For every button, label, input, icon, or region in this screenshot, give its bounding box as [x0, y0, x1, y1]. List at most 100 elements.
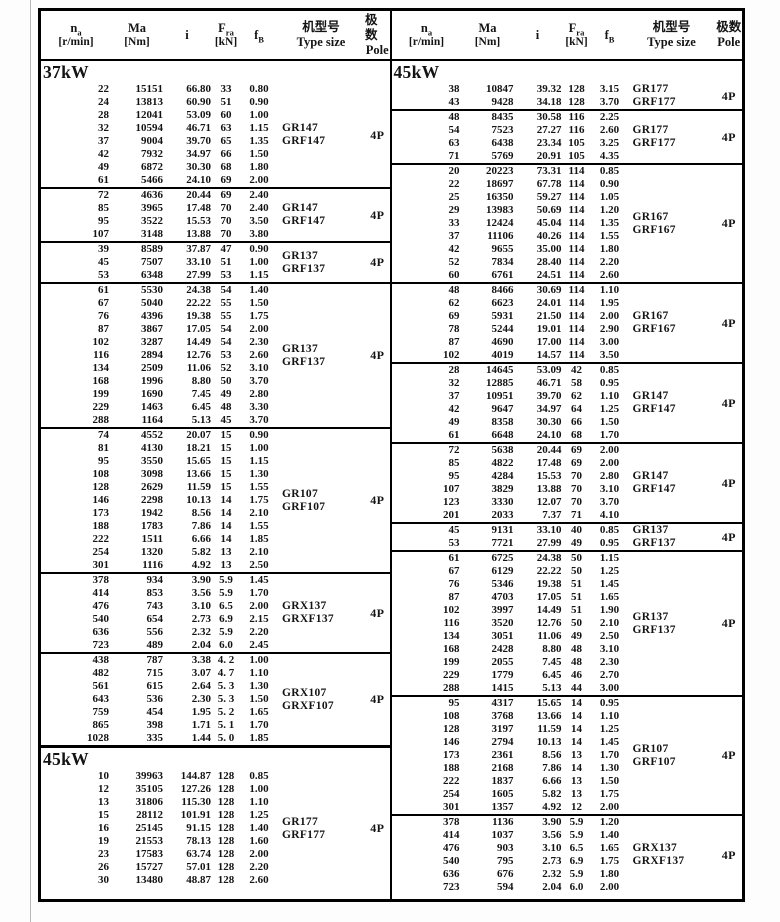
cell-i: 11.59	[537, 723, 562, 735]
cell-fra: 14	[220, 533, 232, 545]
cell-na: 108	[443, 710, 460, 722]
cell-i: 39.70	[186, 135, 211, 147]
cell-fb: 2.50	[249, 559, 269, 571]
cell-na: 62	[448, 297, 460, 309]
table-row: 108 3768 13.66 14 1.10	[392, 710, 628, 723]
cell-fb: 0.90	[599, 178, 620, 190]
table-row: 52 7834 28.40 114 2.20	[392, 256, 628, 269]
cell-na: 15	[98, 809, 109, 821]
cell-fra: 5.9	[219, 574, 233, 586]
header-na-symbol: na	[421, 21, 432, 37]
type-size-cell: GR107 GRF107	[628, 697, 716, 814]
cell-fra: 54	[220, 336, 232, 348]
type-size-label: GRF147	[282, 135, 326, 147]
cell-ma: 853	[146, 587, 164, 599]
block-rows: 61 5530 24.38 54 1.40 67 5040 22.22 55 1.50 76 4396…	[41, 284, 277, 427]
table-row: 116 3520 12.76 50 2.10	[392, 617, 628, 630]
cell-ma: 16350	[486, 191, 514, 203]
header-pole-zh: 极数	[365, 12, 378, 42]
header-fra-base: F	[218, 20, 226, 35]
cell-na: 173	[92, 507, 110, 519]
cell-na: 378	[443, 816, 460, 828]
cell-fb: 1.00	[249, 109, 269, 121]
cell-ma: 13983	[486, 204, 514, 216]
type-size-label: GR137	[282, 249, 318, 262]
pole-label: 4P	[370, 692, 385, 706]
pole-label: 4P	[721, 395, 736, 410]
cell-na: 288	[443, 682, 460, 694]
cell-fb: 3.70	[599, 96, 620, 108]
cell-na: 561	[92, 680, 110, 692]
cell-fra: 69	[220, 174, 232, 186]
cell-fb: 1.30	[249, 680, 269, 692]
table-row: 23 17583 63.74 128 2.00	[41, 848, 277, 861]
cell-fb: 2.00	[599, 801, 620, 813]
cell-ma: 15151	[135, 83, 164, 95]
cell-fra: 13	[571, 749, 582, 761]
column-header-left: na [r/min] Ma [Nm] i Fra [kN] fB	[41, 11, 390, 61]
cell-ma: 2629	[141, 481, 163, 493]
cell-i: 21.50	[536, 310, 562, 322]
cell-fra: 6.5	[569, 842, 584, 854]
block-rows: 61 6725 24.38 50 1.15 67 6129 22.22 50 1.25 76 5346…	[392, 552, 628, 695]
cell-fb: 1.20	[599, 204, 620, 216]
cell-fb: 2.00	[599, 881, 620, 893]
cell-fra: 5.9	[569, 816, 584, 828]
cell-i: 12.76	[536, 617, 562, 629]
cell-fb: 2.30	[599, 656, 620, 668]
cell-na: 116	[443, 617, 460, 629]
type-size-cell: GRX137 GRXF137	[628, 816, 716, 894]
cell-fb: 2.10	[599, 617, 620, 629]
cell-ma: 2894	[141, 349, 163, 361]
cell-ma: 4130	[141, 442, 163, 454]
cell-fra: 60	[220, 109, 232, 121]
cell-na: 222	[92, 533, 110, 545]
table-row: 123 3330 12.07 70 3.70	[392, 496, 628, 509]
cell-ma: 5530	[141, 284, 163, 296]
table-row: 45 7507 33.10 51 1.00	[41, 256, 277, 269]
table-row: 72 4636 20.44 69 2.40	[41, 189, 277, 202]
type-size-label: GRF107	[632, 755, 676, 768]
table-row: 540 654 2.73 6.9 2.15	[41, 613, 277, 626]
spec-block: 45 9131 33.10 40 0.85 53 7721 27.99 49 0.95 GR137 G…	[391, 522, 742, 550]
cell-ma: 13813	[135, 96, 164, 108]
cell-fb: 1.05	[599, 191, 620, 203]
cell-na: 67	[98, 297, 109, 309]
cell-na: 76	[98, 310, 109, 322]
cell-i: 2.73	[542, 855, 562, 867]
cell-fra: 114	[568, 191, 585, 203]
cell-i: 11.06	[186, 362, 211, 374]
cell-i: 34.97	[186, 148, 211, 160]
cell-fra: 13	[220, 559, 232, 571]
cell-na: 188	[92, 520, 110, 532]
cell-fra: 128	[217, 809, 235, 821]
type-size-cell: GR167 GRF167	[628, 165, 716, 282]
cell-ma: 5931	[491, 310, 514, 322]
cell-fra: 6.0	[219, 639, 233, 651]
type-size-cell: GRX137 GRXF137	[277, 574, 365, 652]
cell-i: 3.10	[191, 600, 211, 612]
cell-na: 85	[98, 202, 109, 214]
type-size-label: GRF147	[632, 483, 676, 495]
cell-fb: 1.90	[599, 604, 620, 616]
cell-na: 28	[448, 364, 460, 376]
cell-na: 12	[98, 783, 109, 795]
type-size-cell: GR147 GRF147	[277, 189, 365, 241]
cell-fra: 5.9	[569, 868, 584, 880]
table-row: 67 6129 22.22 50 1.25	[392, 565, 628, 578]
table-row: 45 9131 33.10 40 0.85	[392, 524, 628, 537]
cell-i: 40.26	[536, 230, 562, 242]
cell-i: 13.88	[186, 228, 211, 240]
spec-block: 22 15151 66.80 33 0.80 24 13813 60.90 51 0.90 28 12…	[41, 83, 390, 187]
cell-fra: 15	[220, 481, 232, 493]
cell-na: 146	[443, 736, 460, 748]
cell-i: 39.32	[536, 83, 562, 95]
cell-fb: 0.80	[249, 83, 269, 95]
header-pole-zh: 极数	[716, 20, 742, 34]
cell-ma: 20223	[486, 165, 514, 177]
cell-fra: 128	[568, 96, 585, 108]
cell-i: 12.07	[536, 496, 562, 508]
cell-fra: 6.9	[219, 613, 233, 625]
cell-fb: 1.35	[249, 135, 269, 147]
cell-fra: 49	[220, 388, 232, 400]
